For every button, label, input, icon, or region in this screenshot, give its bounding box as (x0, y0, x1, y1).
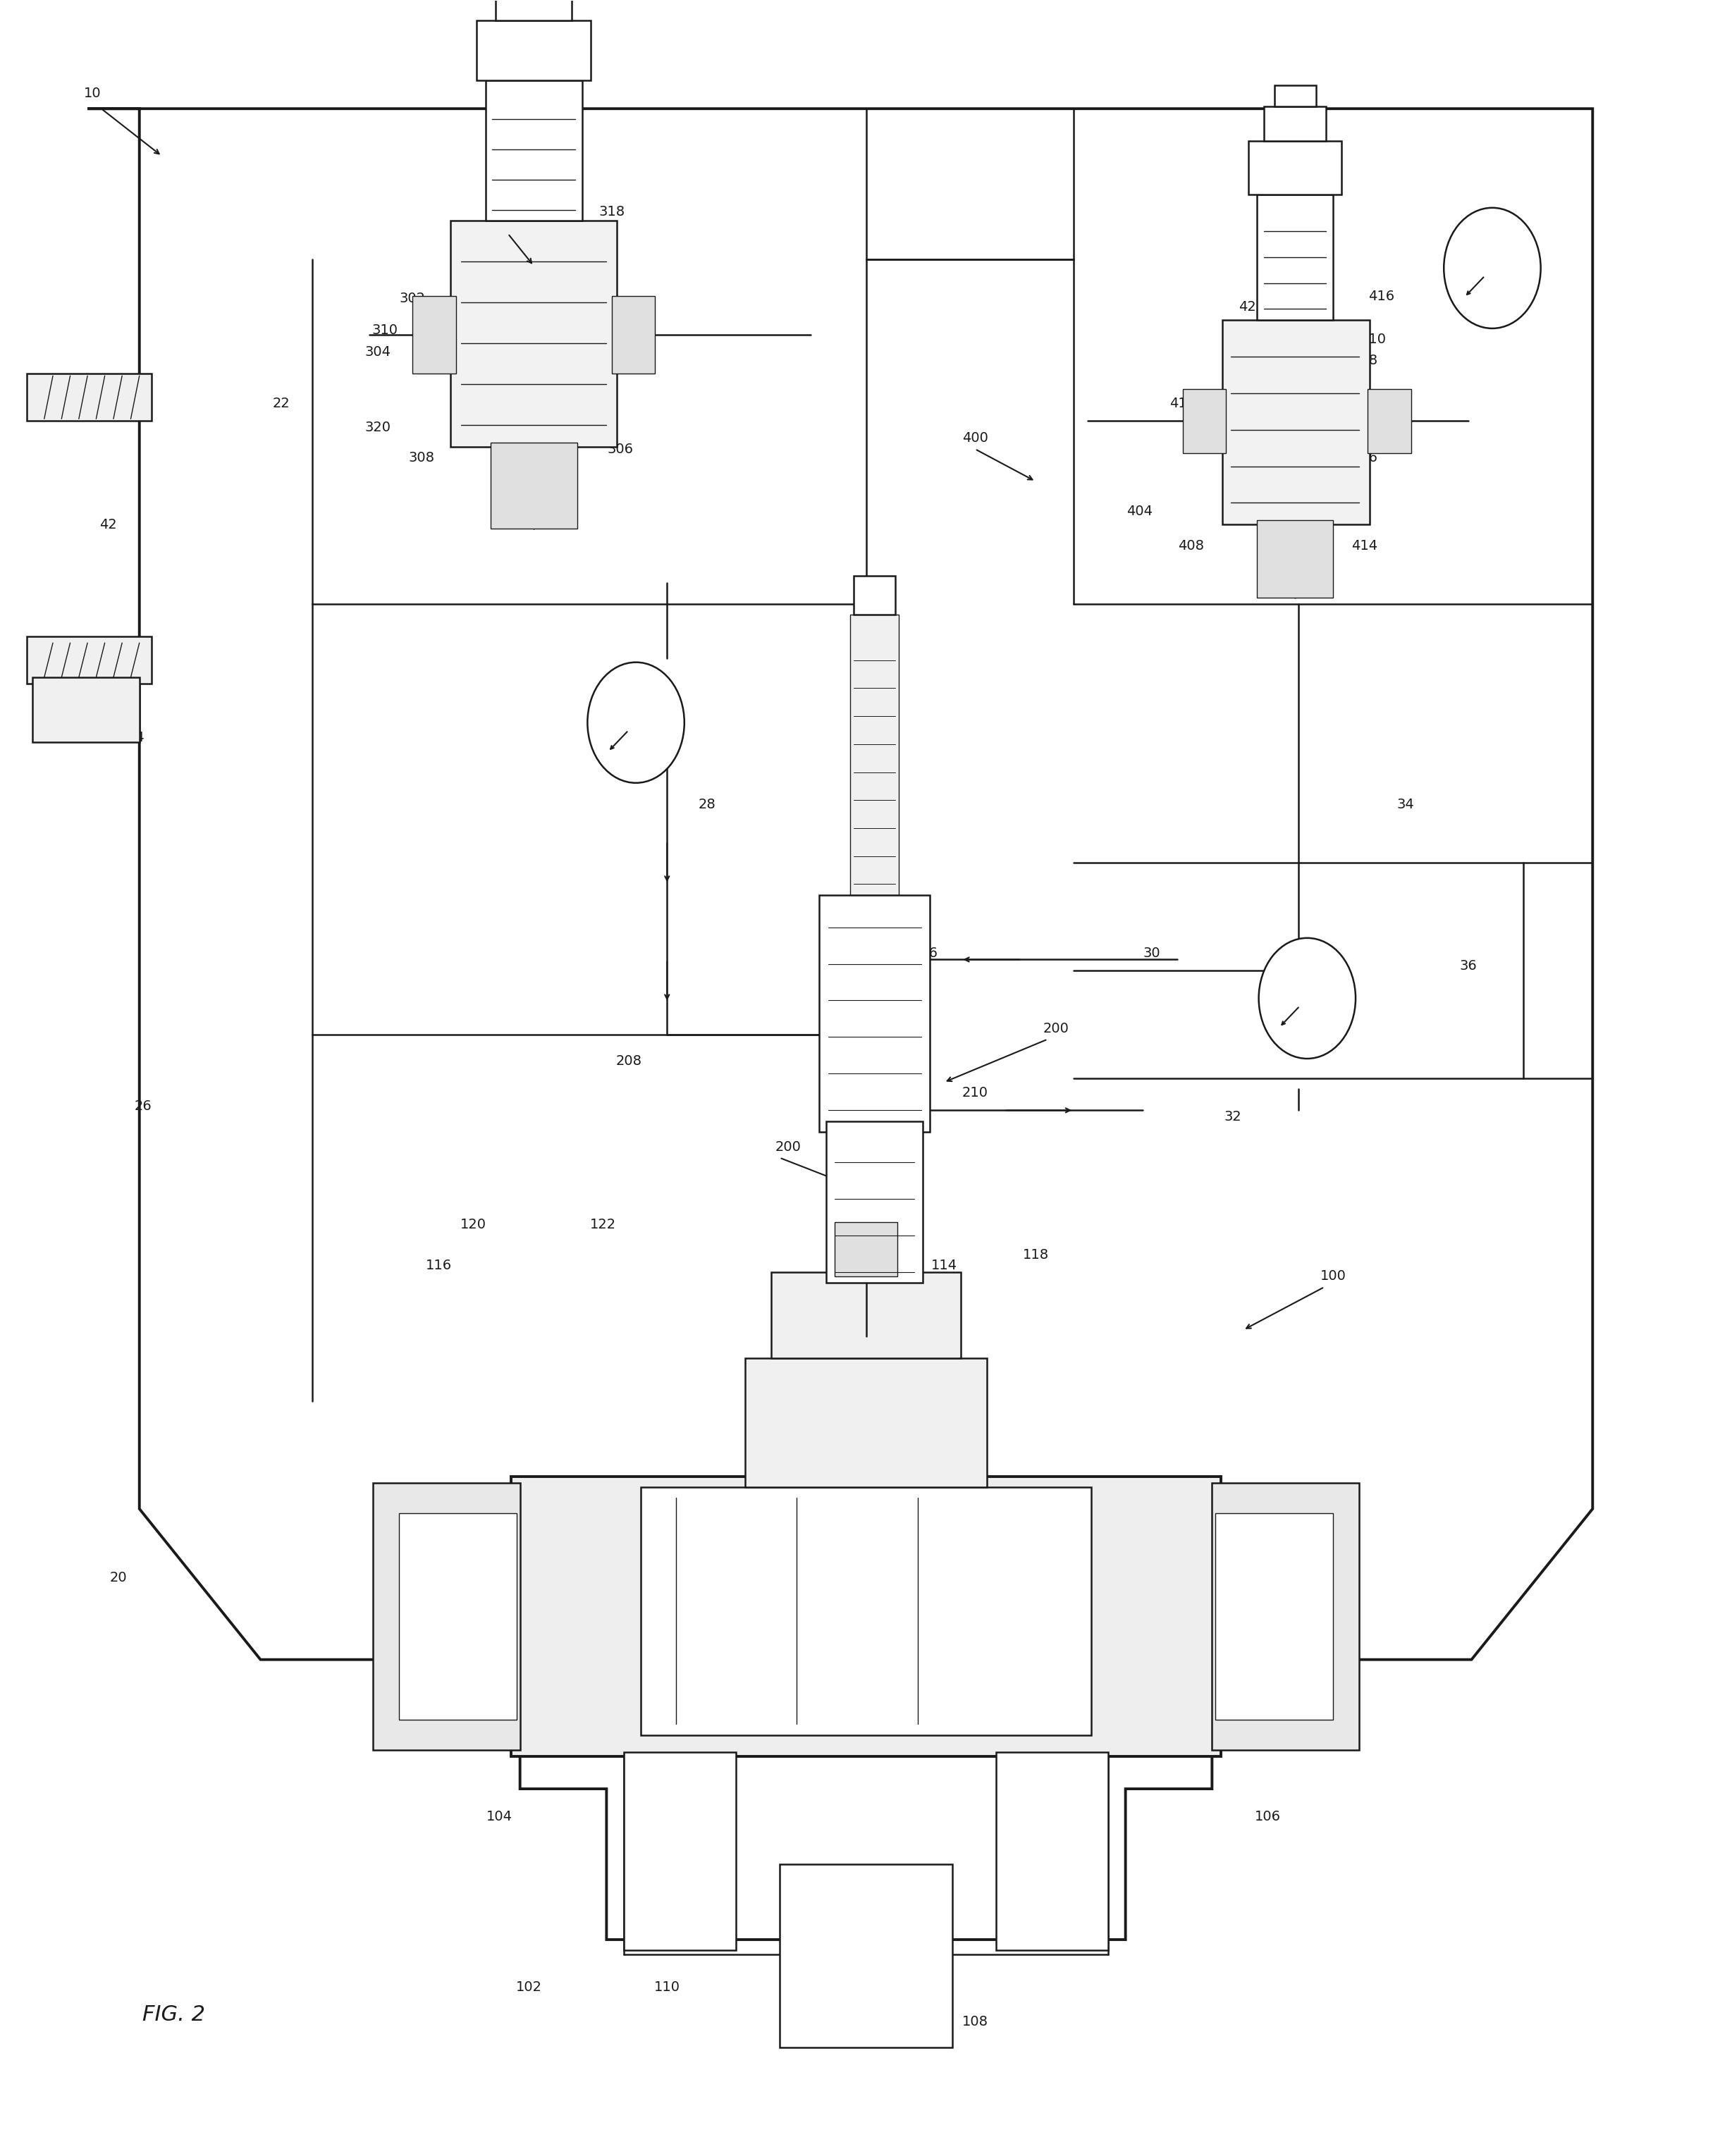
Text: 116: 116 (426, 1259, 452, 1272)
Circle shape (409, 1539, 430, 1565)
Text: 210: 210 (961, 1087, 987, 1100)
Bar (854, 576, 895, 614)
Text: 320: 320 (365, 420, 391, 433)
Text: 34: 34 (1398, 798, 1415, 811)
Text: 32: 32 (1225, 1110, 1242, 1123)
Bar (372, 1483, 520, 1751)
Text: 24: 24 (126, 731, 145, 744)
Bar (1257, 520, 1334, 597)
Bar (1264, 106, 1327, 140)
Text: 22: 22 (272, 397, 289, 410)
Bar (1223, 319, 1370, 524)
Text: 118: 118 (1022, 1248, 1048, 1261)
Text: 106: 106 (1254, 1811, 1280, 1824)
Bar (771, 1272, 961, 1358)
Text: 112: 112 (892, 1291, 920, 1304)
Text: 314: 314 (495, 345, 521, 358)
Bar (28, 636, 151, 683)
Circle shape (1302, 1686, 1323, 1712)
Bar (641, 1488, 1091, 1736)
Text: P1: P1 (1282, 990, 1299, 1003)
Text: 26: 26 (133, 1100, 152, 1112)
Text: 110: 110 (655, 1981, 681, 1994)
Polygon shape (88, 108, 1593, 1940)
Text: 414: 414 (1351, 539, 1377, 552)
Bar (398, 1514, 516, 1720)
Bar (850, 614, 899, 895)
Text: P2: P2 (603, 709, 620, 722)
Text: 310: 310 (372, 323, 398, 336)
Bar (745, 1358, 987, 1488)
Bar (819, 895, 930, 1132)
Text: 200: 200 (776, 1141, 802, 1153)
Bar (412, 295, 456, 373)
Text: 208: 208 (617, 1054, 643, 1067)
Text: 20: 20 (109, 1572, 126, 1585)
Circle shape (1302, 1539, 1323, 1565)
Circle shape (1259, 938, 1356, 1059)
Text: 42: 42 (99, 517, 118, 530)
Text: 300: 300 (495, 216, 521, 229)
Text: 200: 200 (1043, 1022, 1069, 1035)
Bar (1275, 84, 1316, 106)
Text: 304: 304 (365, 345, 391, 358)
Bar (1368, 388, 1412, 453)
Bar (485, 80, 582, 220)
Bar (511, 1477, 1221, 1757)
Text: 422: 422 (1238, 300, 1264, 313)
Text: 402: 402 (1186, 431, 1212, 444)
Bar (450, 220, 617, 446)
Bar (490, 442, 577, 528)
Circle shape (409, 1686, 430, 1712)
Text: 400: 400 (961, 431, 987, 444)
Text: 122: 122 (591, 1218, 617, 1231)
Bar (996, 1753, 1108, 1951)
Text: 100: 100 (1320, 1270, 1346, 1283)
Text: 410: 410 (1360, 332, 1386, 345)
Text: 306: 306 (608, 442, 634, 455)
Bar (611, 295, 655, 373)
Bar (826, 1121, 923, 1283)
Text: 28: 28 (698, 798, 715, 811)
Text: 418: 418 (1351, 354, 1377, 367)
Text: 206: 206 (911, 946, 937, 959)
Bar (1216, 1514, 1334, 1720)
Bar (835, 1222, 897, 1276)
Text: 10: 10 (83, 86, 102, 101)
Text: 36: 36 (1460, 959, 1477, 972)
Text: 318: 318 (599, 205, 625, 218)
Text: 104: 104 (487, 1811, 513, 1824)
Text: 420: 420 (1256, 343, 1282, 356)
Circle shape (587, 662, 684, 783)
Bar (33, 677, 139, 742)
Text: 406: 406 (1351, 451, 1377, 464)
Text: 408: 408 (1178, 539, 1204, 552)
Text: 120: 120 (461, 1218, 487, 1231)
Text: 404: 404 (1126, 505, 1152, 517)
Text: P3: P3 (1460, 257, 1476, 270)
Text: 30: 30 (1143, 946, 1160, 959)
Text: 108: 108 (961, 2014, 987, 2029)
Text: 102: 102 (516, 1981, 542, 1994)
Text: 412: 412 (1169, 397, 1195, 410)
Bar (779, 1865, 953, 2048)
Text: 312: 312 (547, 302, 573, 315)
Bar (495, 0, 572, 19)
Text: 416: 416 (1368, 289, 1394, 302)
Bar (28, 373, 151, 420)
Text: FIG. 2: FIG. 2 (142, 2005, 206, 2024)
Text: 114: 114 (930, 1259, 958, 1272)
Bar (1249, 140, 1342, 194)
Circle shape (1444, 207, 1541, 328)
Bar (1212, 1483, 1360, 1751)
Text: 40: 40 (81, 399, 100, 412)
Bar (1257, 194, 1334, 319)
Bar (624, 1753, 736, 1951)
Text: 302: 302 (400, 291, 426, 304)
Text: 316: 316 (573, 259, 599, 272)
Text: 308: 308 (409, 451, 435, 464)
Bar (476, 19, 591, 80)
Bar (1183, 388, 1226, 453)
